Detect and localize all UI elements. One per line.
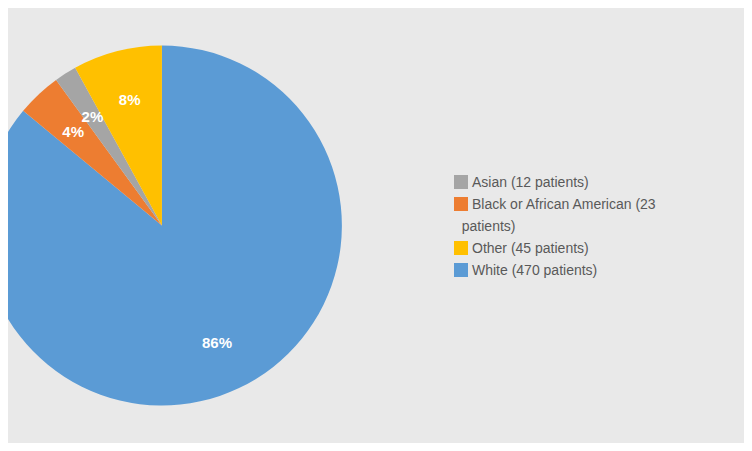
html-text:Other (45 patients): Other (45 patients) xyxy=(472,239,589,256)
svg-text:86%: 86% xyxy=(202,334,232,351)
html-text:White (470 patients): White (470 patients) xyxy=(472,261,598,278)
html-text:Asian (12 patients): Asian (12 patients) xyxy=(472,173,589,190)
html-text:Black or African American (23: Black or African American (23 patients) xyxy=(454,195,656,234)
svg-text:4%: 4% xyxy=(62,123,84,140)
svg-text:8%: 8% xyxy=(119,91,141,108)
svg-text:2%: 2% xyxy=(82,108,104,125)
